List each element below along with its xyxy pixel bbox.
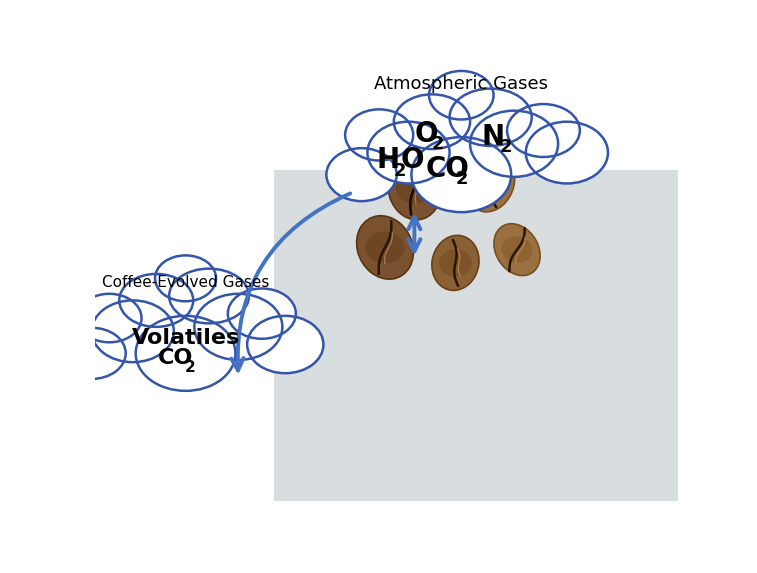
Text: O: O xyxy=(401,146,425,174)
Ellipse shape xyxy=(439,249,472,277)
Ellipse shape xyxy=(501,237,533,263)
Ellipse shape xyxy=(470,111,558,177)
Ellipse shape xyxy=(155,256,216,301)
FancyArrowPatch shape xyxy=(232,194,350,371)
Text: H: H xyxy=(376,146,400,174)
Ellipse shape xyxy=(526,121,608,183)
Text: 2: 2 xyxy=(500,138,512,156)
Text: 2: 2 xyxy=(394,162,407,179)
Ellipse shape xyxy=(494,223,540,276)
Ellipse shape xyxy=(169,269,249,323)
Ellipse shape xyxy=(120,274,193,327)
Ellipse shape xyxy=(429,71,494,120)
Ellipse shape xyxy=(195,294,282,360)
Ellipse shape xyxy=(58,328,126,379)
Text: 2: 2 xyxy=(456,170,469,189)
Ellipse shape xyxy=(77,294,142,342)
Ellipse shape xyxy=(136,316,235,391)
Ellipse shape xyxy=(92,300,174,362)
Ellipse shape xyxy=(396,172,433,204)
Ellipse shape xyxy=(345,109,413,160)
Ellipse shape xyxy=(431,236,479,291)
Text: N: N xyxy=(482,123,505,151)
Text: Atmospheric Gases: Atmospheric Gases xyxy=(374,75,548,93)
Text: 2: 2 xyxy=(432,135,444,153)
Ellipse shape xyxy=(228,288,296,339)
Ellipse shape xyxy=(388,156,441,220)
Ellipse shape xyxy=(248,316,323,373)
Ellipse shape xyxy=(357,216,413,279)
Ellipse shape xyxy=(474,169,507,198)
Text: CO: CO xyxy=(426,155,470,183)
Ellipse shape xyxy=(367,121,450,183)
Text: 2: 2 xyxy=(185,360,195,375)
Text: CO: CO xyxy=(158,348,193,368)
Text: Coffee-Evolved Gases: Coffee-Evolved Gases xyxy=(102,275,269,291)
Text: Volatiles: Volatiles xyxy=(132,328,240,348)
Ellipse shape xyxy=(507,104,580,157)
Text: O: O xyxy=(414,120,438,148)
Ellipse shape xyxy=(326,148,397,201)
Ellipse shape xyxy=(412,137,511,212)
Ellipse shape xyxy=(450,89,531,146)
FancyBboxPatch shape xyxy=(273,170,678,501)
Ellipse shape xyxy=(366,231,404,264)
Ellipse shape xyxy=(394,95,470,149)
Ellipse shape xyxy=(466,155,515,212)
